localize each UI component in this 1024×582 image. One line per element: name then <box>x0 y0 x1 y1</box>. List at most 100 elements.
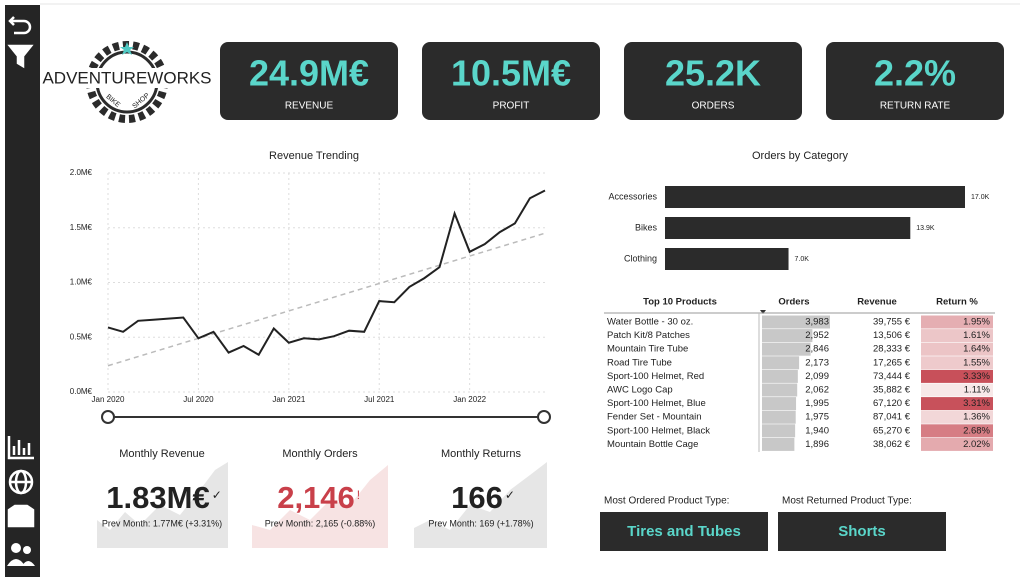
orders-data-bar <box>762 342 811 356</box>
return-cell <box>921 369 993 383</box>
kpi-label: REVENUE <box>285 101 334 112</box>
card-indicator: ✓ <box>505 488 515 502</box>
kpi-card <box>220 42 398 120</box>
logo-band <box>54 68 201 88</box>
back-icon[interactable] <box>8 16 32 35</box>
return-value: 3.33% <box>963 371 990 382</box>
bar-value-label: 7.0K <box>795 256 810 263</box>
sort-arrow[interactable] <box>760 310 766 314</box>
kpi-value: 25.2K <box>665 53 761 94</box>
return-cell <box>921 315 993 329</box>
return-value: 1.11% <box>964 385 991 396</box>
bar <box>665 186 965 208</box>
product-name: Road Tire Tube <box>607 357 672 368</box>
card-comparison: Prev Month: 1.77M€ (+3.31%) <box>102 518 222 528</box>
logo-star <box>120 42 134 55</box>
revenue-line <box>107 189 546 357</box>
card-indicator: ✓ <box>212 488 222 502</box>
filter-icon[interactable] <box>7 44 34 69</box>
orders-data-bar <box>762 315 830 329</box>
column-header: Top 10 Products <box>643 297 717 308</box>
card-value: 1.83M€ <box>106 480 209 515</box>
card-indicator: ! <box>357 488 360 502</box>
customers-icon[interactable] <box>7 543 35 566</box>
highlight-box <box>600 512 768 551</box>
return-value: 1.95% <box>963 317 990 328</box>
y-tick-label: 1.0M€ <box>70 278 93 287</box>
orders-data-bar <box>762 356 800 370</box>
y-tick-label: 0.0M€ <box>70 387 93 396</box>
revenue-value: 39,755 € <box>873 317 911 328</box>
return-value: 2.68% <box>963 425 990 436</box>
revenue-value: 38,062 € <box>873 439 911 450</box>
slider-handle[interactable] <box>101 410 115 424</box>
revenue-value: 17,265 € <box>873 357 911 368</box>
return-cell <box>921 342 993 356</box>
kpi-value: 2.2% <box>874 53 956 94</box>
category-label: Clothing <box>624 253 657 263</box>
orders-data-bar <box>762 329 813 343</box>
orders-value: 2,173 <box>805 357 829 368</box>
bar-value-label: 17.0K <box>971 194 990 201</box>
return-value: 3.31% <box>963 398 990 409</box>
kpi-value: 24.9M€ <box>249 53 369 94</box>
x-tick-label: Jan 2021 <box>272 395 305 404</box>
category-label: Bikes <box>635 222 658 232</box>
logo: ADVENTUREWORKS BIKE SHOP <box>42 41 212 123</box>
orders-value: 1,995 <box>805 398 829 409</box>
y-tick-label: 1.5M€ <box>70 223 93 232</box>
slider-handle[interactable] <box>537 410 551 424</box>
product-name: Water Bottle - 30 oz. <box>607 317 693 328</box>
kpi-card <box>826 42 1004 120</box>
kpi-card <box>422 42 600 120</box>
orders-value: 1,940 <box>805 425 829 436</box>
chart-title: Orders by Category <box>752 150 848 162</box>
return-value: 2.02% <box>963 439 990 450</box>
card-comparison: Prev Month: 169 (+1.78%) <box>428 518 533 528</box>
highlight-label: Most Returned Product Type: <box>782 496 912 507</box>
orders-value: 3,983 <box>805 317 829 328</box>
revenue-value: 35,882 € <box>873 385 911 396</box>
revenue-value: 87,041 € <box>873 412 911 423</box>
orders-data-bar <box>762 424 796 438</box>
bar <box>665 217 911 239</box>
orders-value: 1,975 <box>805 412 829 423</box>
card-title: Monthly Returns <box>441 448 522 460</box>
kpi-label: ORDERS <box>692 101 735 112</box>
chart-title: Revenue Trending <box>269 150 359 162</box>
sparkline-area <box>97 462 228 548</box>
kpi-label: RETURN RATE <box>880 101 951 112</box>
x-tick-label: Jan 2022 <box>453 395 486 404</box>
kpi-label: PROFIT <box>493 101 530 112</box>
bar-value-label: 13.9K <box>916 225 935 232</box>
globe-icon[interactable] <box>8 469 34 495</box>
product-icon[interactable] <box>7 504 35 528</box>
orders-value: 2,952 <box>805 330 829 341</box>
revenue-value: 13,506 € <box>873 330 911 341</box>
orders-data-bar <box>762 410 796 424</box>
return-cell <box>921 329 993 343</box>
revenue-value: 28,333 € <box>873 344 911 355</box>
return-cell <box>921 397 993 411</box>
revenue-value: 73,444 € <box>873 371 911 382</box>
report-icon[interactable] <box>7 436 34 460</box>
revenue-value: 67,120 € <box>873 398 911 409</box>
column-header: Return % <box>936 297 978 308</box>
bar <box>665 248 789 270</box>
product-name: Sport-100 Helmet, Blue <box>607 398 706 409</box>
trend-line <box>107 232 546 367</box>
orders-data-bar <box>762 437 795 451</box>
y-tick-label: 0.5M€ <box>70 332 93 341</box>
sparkline-area <box>252 465 388 548</box>
card-comparison: Prev Month: 2,165 (-0.88%) <box>265 518 376 528</box>
orders-value: 1,896 <box>805 439 829 450</box>
return-cell <box>921 383 993 397</box>
sparkline-area <box>414 462 547 548</box>
product-name: Fender Set - Mountain <box>607 412 702 423</box>
return-value: 1.55% <box>963 357 990 368</box>
highlight-value: Shorts <box>838 523 886 540</box>
kpi-value: 10.5M€ <box>451 53 571 94</box>
return-value: 1.36% <box>963 412 990 423</box>
